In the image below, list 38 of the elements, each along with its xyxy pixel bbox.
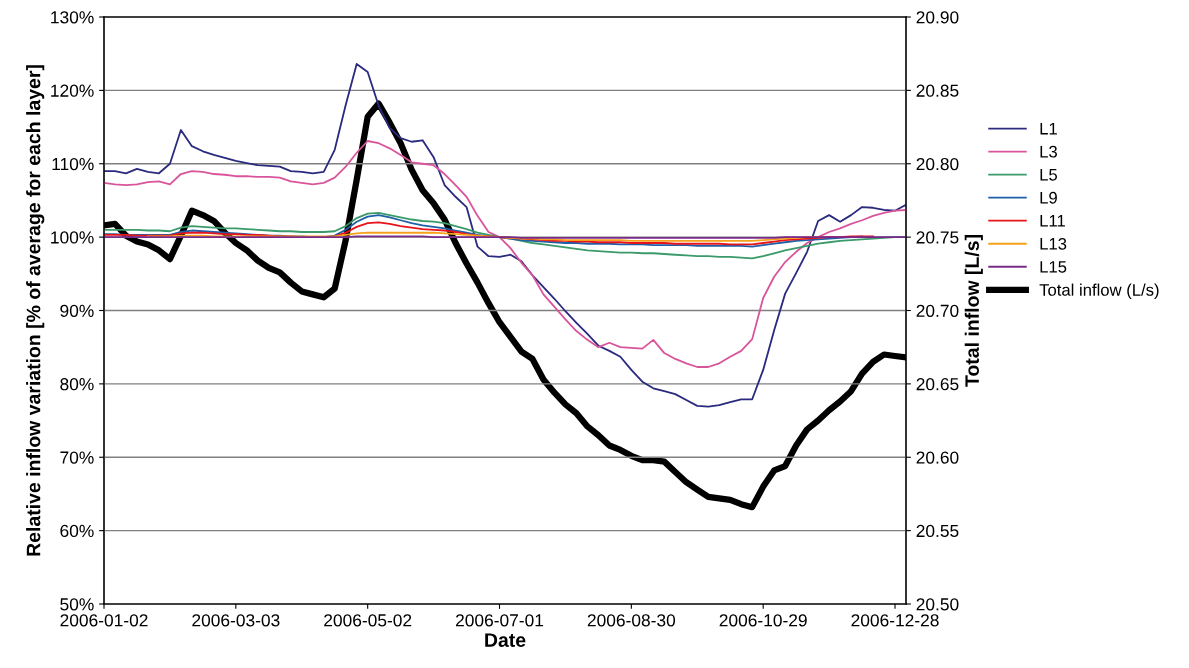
- y2-tick-label: 20.50: [916, 598, 959, 611]
- y2-tick-label: 20.85: [916, 84, 959, 97]
- y-axis-title: Relative inflow variation [% of average for each layer]: [26, 65, 45, 556]
- y2-tick-label: 20.60: [916, 451, 959, 464]
- x-tick-label: 2006-07-01: [455, 614, 544, 627]
- x-tick-label: 2006-10-29: [719, 614, 807, 627]
- y-tick-label: 90%: [60, 304, 94, 317]
- legend-label: L3: [1040, 145, 1057, 158]
- y-tick-label: 70%: [60, 451, 94, 464]
- x-tick-label: 2006-01-02: [60, 614, 148, 627]
- line-series: [104, 63, 906, 408]
- y2-tick-label: 20.55: [916, 524, 959, 538]
- y-tick-label: 50%: [60, 598, 94, 611]
- y2-tick-label: 20.90: [916, 11, 959, 24]
- y2-tick-label: 20.80: [916, 157, 959, 171]
- y2-axis-title: Total inflow [L/s]: [964, 235, 983, 387]
- line-series: [104, 140, 906, 368]
- y2-tick-label: 20.75: [916, 231, 959, 244]
- x-tick-label: 2006-03-03: [192, 614, 280, 627]
- y-tick-label: 130%: [51, 11, 94, 24]
- y-tick-label: 120%: [51, 84, 94, 97]
- y-tick-label: 110%: [52, 157, 94, 171]
- x-axis-title: Date: [485, 633, 526, 647]
- x-tick-label: 2006-08-30: [587, 614, 676, 627]
- y2-tick-label: 20.70: [916, 304, 959, 317]
- legend-label: L1: [1040, 122, 1057, 135]
- legend-label: L13: [1040, 237, 1067, 250]
- x-tick-label: 2006-05-02: [324, 614, 412, 627]
- legend-label: Total inflow (L/s): [1039, 283, 1159, 300]
- y-tick-label: 80%: [60, 378, 94, 391]
- x-tick-label: 2006-12-28: [851, 614, 939, 627]
- legend-label: L5: [1040, 169, 1058, 181]
- y2-tick-label: 20.65: [916, 378, 959, 391]
- legend-label: L9: [1040, 191, 1057, 204]
- y-tick-label: 60%: [60, 524, 94, 538]
- legend-label: L11: [1040, 215, 1065, 227]
- legend-label: L15: [1040, 261, 1067, 273]
- y-tick-label: 100%: [51, 231, 94, 244]
